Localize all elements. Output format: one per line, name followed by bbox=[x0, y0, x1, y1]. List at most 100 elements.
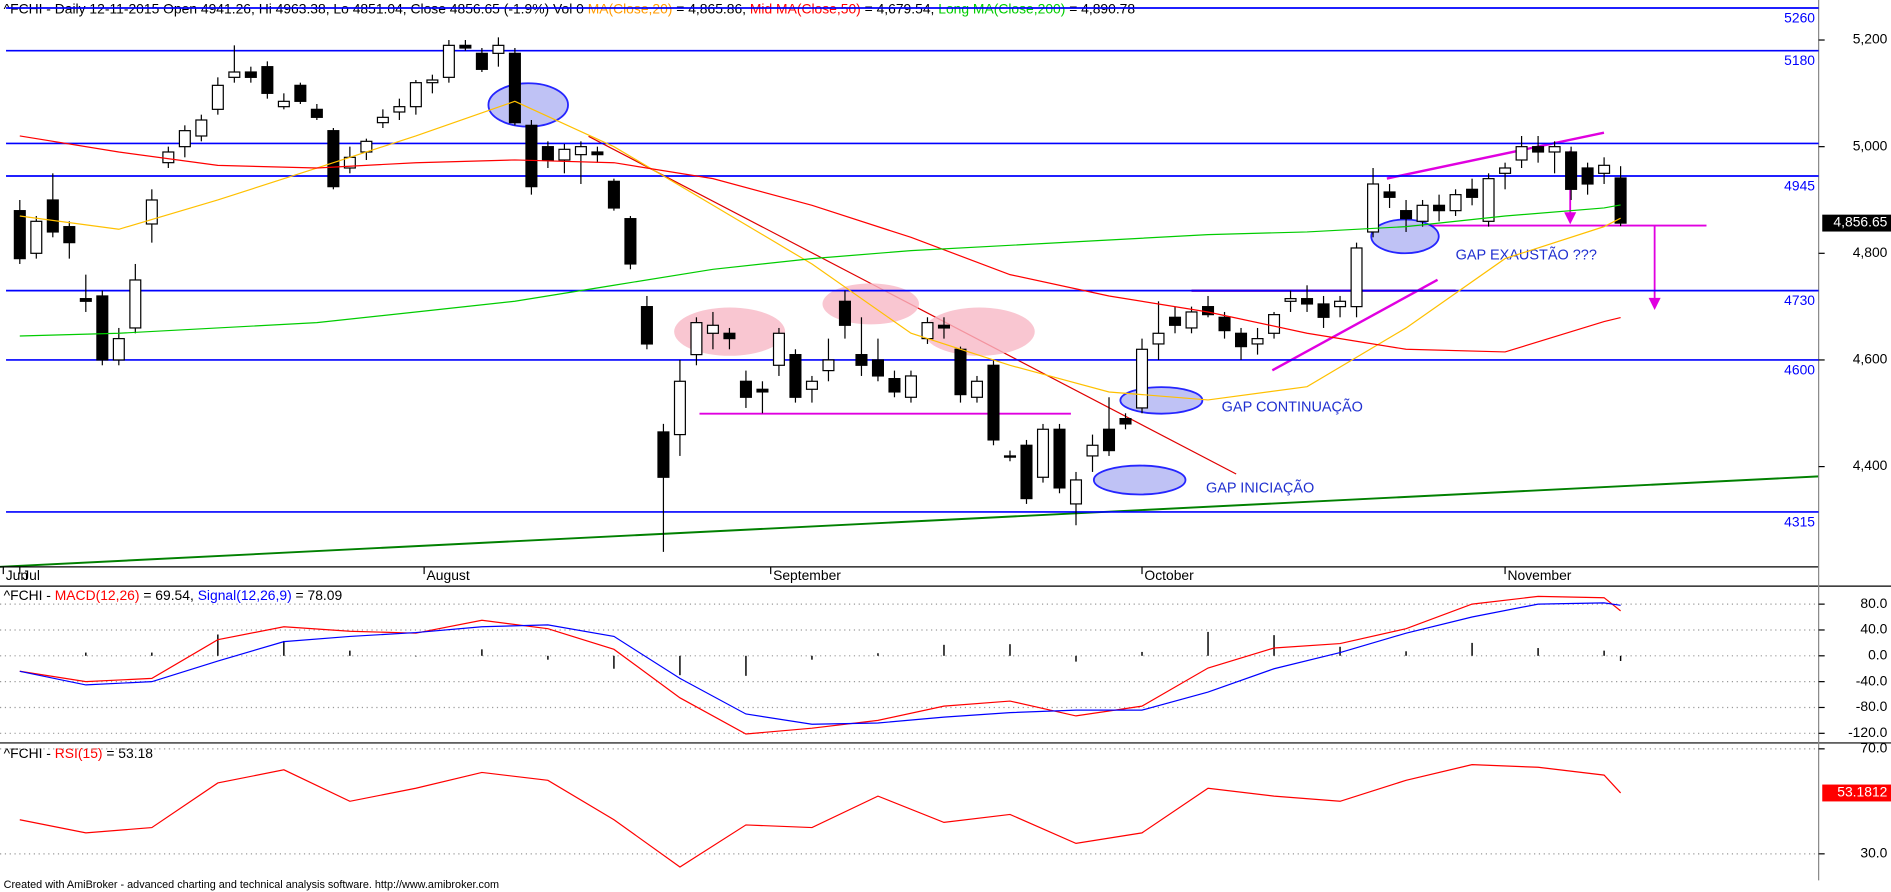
candle-body bbox=[96, 295, 109, 361]
candle-body bbox=[1020, 444, 1033, 500]
candle-body bbox=[1284, 298, 1297, 302]
candle-body bbox=[459, 44, 472, 49]
candle-body bbox=[310, 108, 323, 118]
trendline bbox=[0, 475, 1819, 568]
candle-body bbox=[178, 130, 191, 148]
candle-body bbox=[211, 84, 224, 110]
candle-body bbox=[228, 71, 241, 78]
candle-body bbox=[921, 322, 934, 340]
candle-body bbox=[475, 52, 488, 70]
title-part: ^FCHI - bbox=[4, 744, 55, 760]
candle-body bbox=[112, 338, 125, 361]
candle-body bbox=[756, 388, 769, 393]
title-part: Signal(12,26,9) bbox=[198, 586, 292, 602]
pattern-ellipse bbox=[923, 307, 1035, 356]
candle-body bbox=[79, 298, 92, 302]
candle-body bbox=[376, 116, 389, 124]
candle-body bbox=[63, 226, 76, 244]
gap-ellipse bbox=[1119, 386, 1204, 415]
candle-body bbox=[327, 130, 340, 188]
candle-body bbox=[838, 300, 851, 326]
candle-body bbox=[690, 322, 703, 356]
arrow-head bbox=[1648, 297, 1661, 310]
candle-body bbox=[789, 354, 802, 398]
trendline bbox=[1386, 131, 1605, 180]
candle-body bbox=[541, 146, 554, 161]
candle-body bbox=[1565, 151, 1578, 190]
candle-body bbox=[244, 71, 257, 78]
candle-body bbox=[970, 380, 984, 398]
candle-body bbox=[162, 151, 175, 164]
candle-body bbox=[558, 148, 571, 161]
candle-body bbox=[591, 151, 604, 156]
candle-body bbox=[904, 375, 918, 398]
title-part: MACD(12,26) bbox=[55, 586, 140, 602]
candle-body bbox=[805, 380, 818, 390]
x-tick-label: November bbox=[1507, 567, 1571, 583]
candle-body bbox=[393, 106, 406, 113]
y-tick-label: 70.0 bbox=[1860, 740, 1887, 756]
candle-body bbox=[145, 199, 158, 225]
candle-body bbox=[1135, 348, 1149, 409]
y-tick-label: -40.0 bbox=[1856, 672, 1888, 688]
x-tick-label: Jun bbox=[6, 567, 28, 583]
level-label: 4730 bbox=[1784, 292, 1815, 308]
title-part: ^FCHI - bbox=[4, 586, 55, 602]
candle-body bbox=[1383, 191, 1396, 198]
candle-body bbox=[772, 332, 785, 366]
level-label: 5180 bbox=[1784, 52, 1815, 68]
candle-body bbox=[640, 306, 653, 345]
candle-body bbox=[1268, 314, 1281, 334]
arrow-head bbox=[1564, 212, 1577, 225]
candle-body bbox=[937, 324, 951, 329]
y-tick-label: 4,400 bbox=[1853, 457, 1888, 473]
candle-body bbox=[855, 354, 868, 366]
candle-body bbox=[1069, 479, 1083, 505]
candle-body bbox=[624, 218, 637, 265]
candle-body bbox=[1235, 332, 1248, 348]
candle-body bbox=[129, 279, 142, 329]
candle-body bbox=[723, 332, 736, 340]
panel-title: ^FCHI - RSI(15) = 53.18 bbox=[4, 744, 154, 760]
series-line bbox=[19, 602, 1621, 725]
candle-body bbox=[657, 431, 670, 478]
x-tick-label: Jul bbox=[22, 567, 40, 583]
candle-body bbox=[30, 220, 43, 254]
candle-body bbox=[871, 359, 884, 377]
candle-body bbox=[508, 52, 521, 124]
candle-body bbox=[739, 380, 752, 398]
title-part: = 78.09 bbox=[292, 586, 343, 602]
candle-body bbox=[1003, 455, 1017, 458]
x-tick-label: September bbox=[773, 567, 841, 583]
pattern-ellipse bbox=[822, 283, 919, 325]
candle-body bbox=[1581, 167, 1594, 185]
candle-body bbox=[1598, 164, 1611, 174]
title-part: RSI(15) bbox=[55, 744, 103, 760]
y-tick-label: -80.0 bbox=[1856, 698, 1888, 714]
x-tick-label: August bbox=[427, 567, 470, 583]
trendline bbox=[1271, 278, 1439, 372]
panel-title: ^FCHI - MACD(12,26) = 69.54, Signal(12,2… bbox=[4, 586, 343, 602]
title-part: = 69.54, bbox=[140, 586, 198, 602]
y-tick-label: 0.0 bbox=[1868, 646, 1888, 662]
candle-body bbox=[525, 124, 538, 188]
candle-body bbox=[1367, 183, 1380, 233]
candle-body bbox=[574, 146, 587, 156]
candle-body bbox=[1218, 316, 1231, 332]
value-tag bbox=[1822, 784, 1891, 802]
annotation: GAP EXAUSTÃO ??? bbox=[1456, 247, 1597, 264]
series-line bbox=[19, 204, 1621, 337]
candle-body bbox=[1053, 428, 1066, 489]
y-tick-label: -120.0 bbox=[1848, 724, 1888, 740]
candle-body bbox=[1449, 194, 1462, 212]
footer: Created with AmiBroker - advanced charti… bbox=[4, 879, 499, 891]
series-line bbox=[19, 135, 1621, 353]
candle-body bbox=[294, 84, 307, 102]
candle-body bbox=[1185, 311, 1198, 329]
candle-body bbox=[442, 44, 455, 78]
candle-body bbox=[1251, 338, 1264, 345]
series-line bbox=[19, 764, 1622, 868]
candle-body bbox=[1119, 418, 1132, 425]
